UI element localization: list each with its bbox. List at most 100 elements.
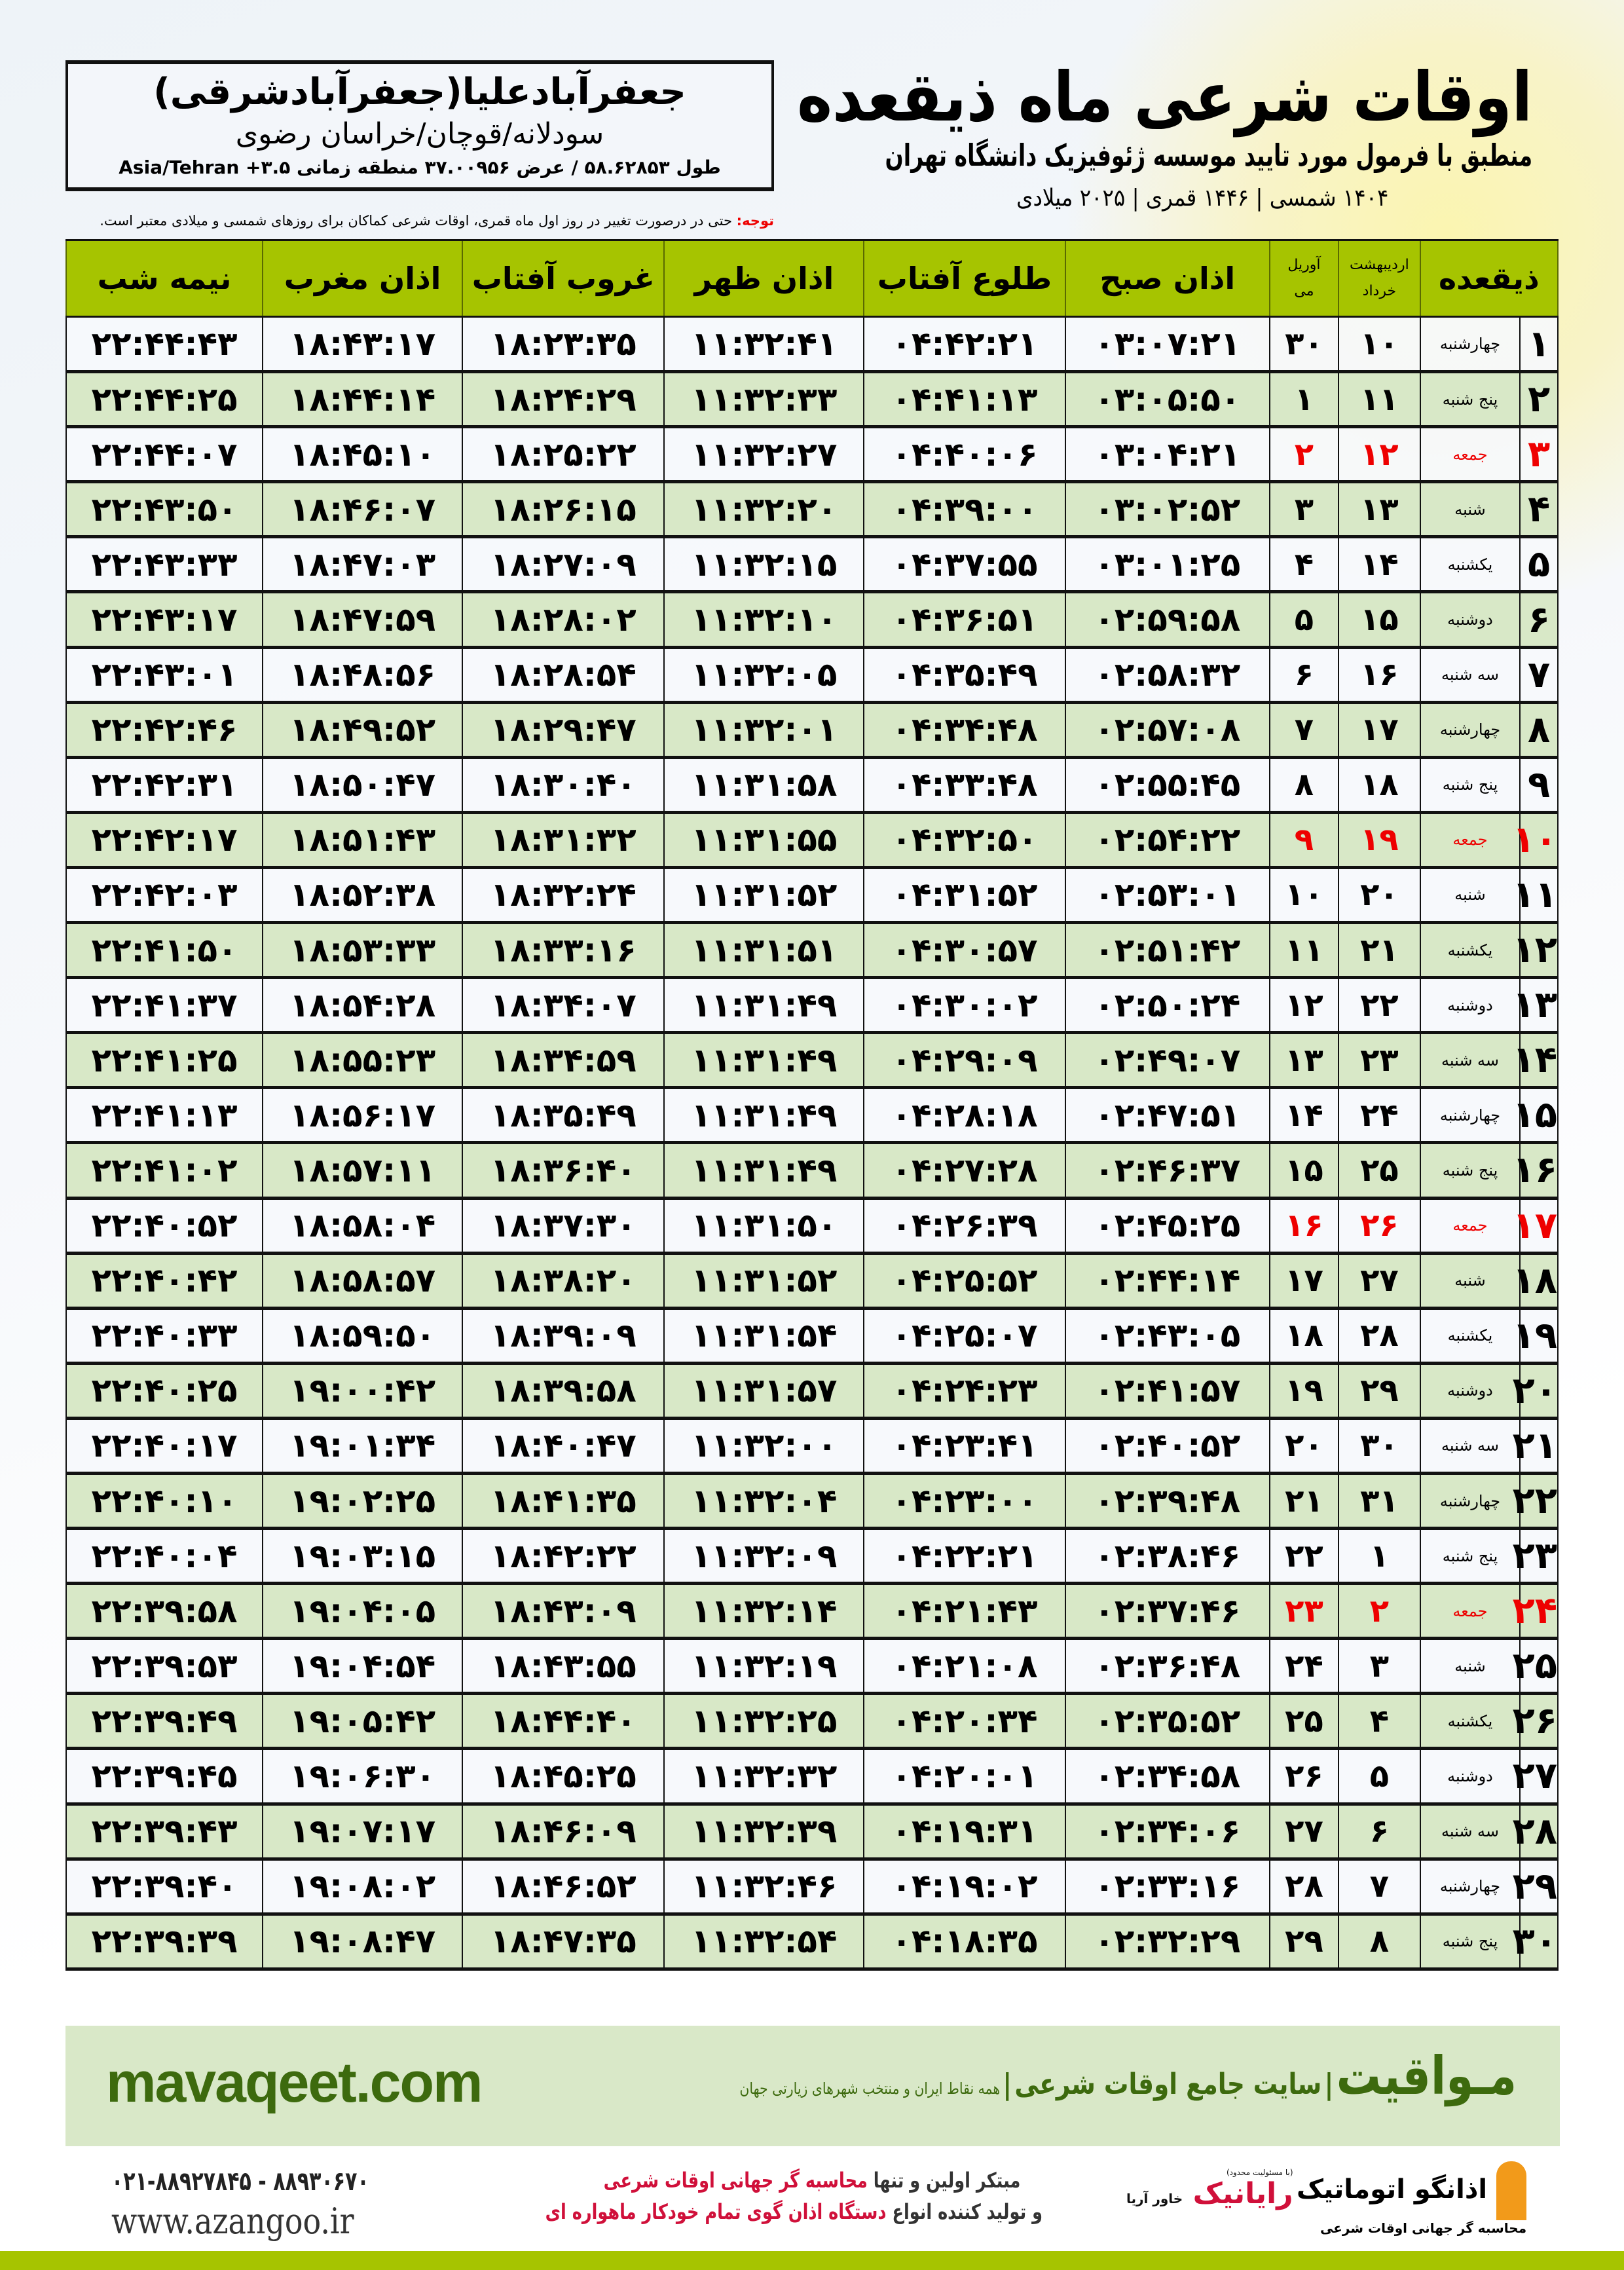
ghurub-time: ۱۸:۳۲:۲۴	[462, 866, 665, 925]
ghurub-time: ۱۸:۳۸:۲۰	[462, 1252, 665, 1310]
nime-shab-time: ۲۲:۴۰:۲۵	[65, 1362, 264, 1420]
header-nime: نیمه شب	[65, 239, 264, 318]
azangoo-link[interactable]: www.azangoo.ir	[111, 2201, 354, 2242]
weekday: یکشنبه	[1419, 1692, 1521, 1751]
maghrib-time: ۱۸:۴۶:۰۷	[262, 481, 464, 539]
mavaqeet-brand: مـواقیت | سایت جامع اوقات شرعی | همه نقا…	[739, 2045, 1517, 2106]
tulu-time: ۰۴:۲۸:۱۸	[863, 1087, 1066, 1145]
weekday: چهارشنبه	[1419, 1472, 1521, 1531]
header-gregorian: آوریل می	[1268, 239, 1340, 318]
gregorian-date: ۱۵	[1268, 1142, 1340, 1200]
shamsi-date: ۱۵	[1338, 591, 1421, 649]
tulu-time: ۰۴:۴۲:۲۱	[863, 316, 1066, 374]
tulu-time: ۰۴:۳۶:۵۱	[863, 591, 1066, 649]
subh-time: ۰۲:۳۶:۴۸	[1064, 1637, 1270, 1696]
day-number: ۱۱	[1513, 866, 1559, 925]
gregorian-date: ۲۴	[1268, 1637, 1340, 1696]
tulu-time: ۰۴:۳۵:۴۹	[863, 646, 1066, 704]
table-row: ۴ شنبه ۱۳ ۳ ۰۳:۰۲:۵۲ ۰۴:۳۹:۰۰ ۱۱:۳۲:۲۰ ۱۸:۲۶:۱۵…	[65, 481, 1559, 539]
weekday: جمعه	[1419, 426, 1521, 484]
phone-numbers: ۰۲۱-۸۸۹۲۷۸۴۵ - ۸۸۹۳۰۶۷۰	[111, 2167, 369, 2197]
subh-time: ۰۳:۰۲:۵۲	[1064, 481, 1270, 539]
note: توجه: حتی در درصورت تغییر در روز اول ماه…	[65, 213, 774, 229]
zuhr-time: ۱۱:۳۲:۰۱	[663, 701, 865, 759]
ghurub-time: ۱۸:۴۷:۳۵	[462, 1913, 665, 1971]
zuhr-time: ۱۱:۳۲:۱۰	[663, 591, 865, 649]
subh-time: ۰۲:۵۸:۳۲	[1064, 646, 1270, 704]
weekday: شنبه	[1419, 481, 1521, 539]
subh-time: ۰۲:۳۷:۴۶	[1064, 1582, 1270, 1641]
tulu-time: ۰۴:۳۳:۴۸	[863, 756, 1066, 814]
gregorian-date: ۲۳	[1268, 1582, 1340, 1641]
weekday: پنج شنبه	[1419, 756, 1521, 814]
gregorian-date: ۱۰	[1268, 866, 1340, 925]
table-row: ۱۷ جمعه ۲۶ ۱۶ ۰۲:۴۵:۲۵ ۰۴:۲۶:۳۹ ۱۱:۳۱:۵۰ ۱۸:۳۷:…	[65, 1197, 1559, 1255]
maghrib-time: ۱۹:۰۸:۰۲	[262, 1858, 464, 1916]
nime-shab-time: ۲۲:۴۱:۵۰	[65, 921, 264, 980]
subh-time: ۰۲:۴۶:۳۷	[1064, 1142, 1270, 1200]
weekday: یکشنبه	[1419, 921, 1521, 980]
table-row: ۱۸ شنبه ۲۷ ۱۷ ۰۲:۴۴:۱۴ ۰۴:۲۵:۵۲ ۱۱:۳۱:۵۲ ۱۸:۳۸:…	[65, 1252, 1559, 1310]
table-row: ۲۱ سه شنبه ۳۰ ۲۰ ۰۲:۴۰:۵۲ ۰۴:۲۳:۴۱ ۱۱:۳۲:۰۰ ۱۸:…	[65, 1417, 1559, 1475]
maghrib-time: ۱۸:۵۹:۵۰	[262, 1307, 464, 1365]
note-text: حتی در درصورت تغییر در روز اول ماه قمری،…	[100, 213, 737, 229]
weekday: پنج شنبه	[1419, 371, 1521, 429]
subh-time: ۰۲:۳۲:۲۹	[1064, 1913, 1270, 1971]
subh-time: ۰۲:۵۴:۲۲	[1064, 811, 1270, 869]
ghurub-time: ۱۸:۳۵:۴۹	[462, 1087, 665, 1145]
day-number: ۱	[1519, 316, 1559, 374]
ghurub-time: ۱۸:۴۱:۳۵	[462, 1472, 665, 1531]
day-number: ۶	[1519, 591, 1559, 649]
nime-shab-time: ۲۲:۴۲:۳۱	[65, 756, 264, 814]
ghurub-time: ۱۸:۲۴:۲۹	[462, 371, 665, 429]
azangoo-name: اذانگو اتوماتیک	[1297, 2174, 1488, 2205]
maghrib-time: ۱۹:۰۵:۴۲	[262, 1692, 464, 1751]
mavaqeet-link[interactable]: mavaqeet.com	[106, 2051, 483, 2114]
table-header-row: ذیقعده اردیبهشت خرداد آوریل می اذان صبح طل…	[65, 239, 1559, 318]
tulu-time: ۰۴:۲۹:۰۹	[863, 1032, 1066, 1090]
table-row: ۱۹ یکشنبه ۲۸ ۱۸ ۰۲:۴۳:۰۵ ۰۴:۲۵:۰۷ ۱۱:۳۱:۵۴ ۱۸:۳…	[65, 1307, 1559, 1365]
table-row: ۲ پنج شنبه ۱۱ ۱ ۰۳:۰۵:۵۰ ۰۴:۴۱:۱۳ ۱۱:۳۲:۳۳ ۱۸:۲…	[65, 371, 1559, 429]
weekday: جمعه	[1419, 811, 1521, 869]
subh-time: ۰۲:۳۳:۱۶	[1064, 1858, 1270, 1916]
nime-shab-time: ۲۲:۳۹:۳۹	[65, 1913, 264, 1971]
day-number: ۲۸	[1513, 1803, 1559, 1861]
maghrib-time: ۱۹:۰۴:۰۵	[262, 1582, 464, 1641]
subh-time: ۰۳:۰۷:۲۱	[1064, 316, 1270, 374]
tulu-time: ۰۴:۴۱:۱۳	[863, 371, 1066, 429]
location-name: جعفرآبادعلیا(جعفرآبادشرقی)	[153, 71, 686, 113]
tulu-time: ۰۴:۲۷:۲۸	[863, 1142, 1066, 1200]
day-number: ۲۱	[1513, 1417, 1559, 1475]
shamsi-date: ۲۱	[1338, 921, 1421, 980]
shamsi-date: ۱۸	[1338, 756, 1421, 814]
maghrib-time: ۱۸:۴۸:۵۶	[262, 646, 464, 704]
zuhr-time: ۱۱:۳۲:۳۳	[663, 371, 865, 429]
zuhr-time: ۱۱:۳۱:۵۰	[663, 1197, 865, 1255]
maghrib-time: ۱۸:۴۷:۵۹	[262, 591, 464, 649]
page-title: اوقات شرعی ماه ذیقعده	[797, 57, 1532, 137]
maghrib-time: ۱۸:۵۴:۲۸	[262, 977, 464, 1035]
header-maghrib: اذان مغرب	[262, 239, 464, 318]
azangoo-sub: محاسبه گر جهانی اوقات شرعی	[1320, 2220, 1527, 2236]
shamsi-date: ۱۰	[1338, 316, 1421, 374]
shamsi-date: ۱۴	[1338, 536, 1421, 594]
maghrib-time: ۱۸:۵۷:۱۱	[262, 1142, 464, 1200]
weekday: یکشنبه	[1419, 536, 1521, 594]
day-number: ۱۶	[1513, 1142, 1559, 1200]
gregorian-date: ۳	[1268, 481, 1340, 539]
weekday: شنبه	[1419, 866, 1521, 925]
tulu-time: ۰۴:۳۱:۵۲	[863, 866, 1066, 925]
tulu-time: ۰۴:۲۱:۴۳	[863, 1582, 1066, 1641]
header-tulu: طلوع آفتاب	[863, 239, 1066, 318]
tulu-time: ۰۴:۳۷:۵۵	[863, 536, 1066, 594]
ghurub-time: ۱۸:۳۹:۰۹	[462, 1307, 665, 1365]
tulu-time: ۰۴:۲۳:۴۱	[863, 1417, 1066, 1475]
prayer-times-table: ذیقعده اردیبهشت خرداد آوریل می اذان صبح طل…	[65, 239, 1559, 1971]
maghrib-time: ۱۸:۵۸:۵۷	[262, 1252, 464, 1310]
table-row: ۹ پنج شنبه ۱۸ ۸ ۰۲:۵۵:۴۵ ۰۴:۳۳:۴۸ ۱۱:۳۱:۵۸ ۱۸:۳…	[65, 756, 1559, 814]
zuhr-time: ۱۱:۳۲:۲۵	[663, 1692, 865, 1751]
maghrib-time: ۱۹:۰۶:۳۰	[262, 1747, 464, 1806]
ghurub-time: ۱۸:۳۷:۳۰	[462, 1197, 665, 1255]
ghurub-time: ۱۸:۲۶:۱۵	[462, 481, 665, 539]
zuhr-time: ۱۱:۳۱:۴۹	[663, 1032, 865, 1090]
